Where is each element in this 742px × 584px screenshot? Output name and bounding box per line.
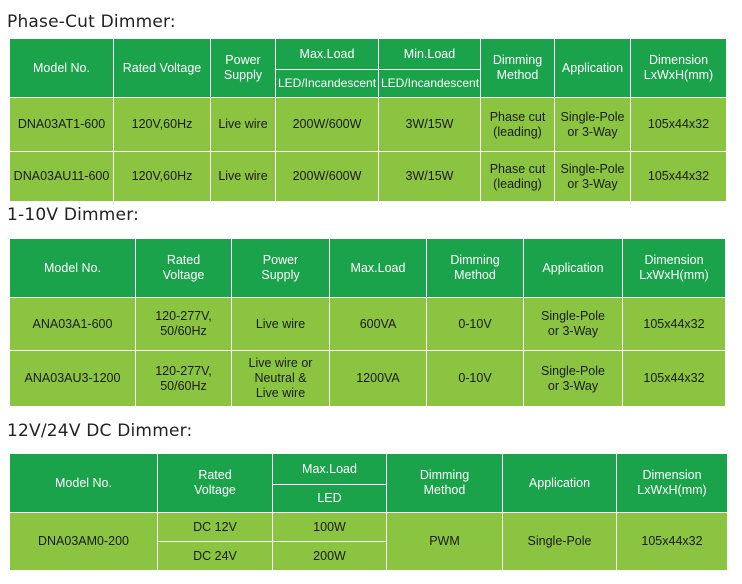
cell-load-12: 100W [272, 512, 387, 542]
header-min-load: Min.Load [378, 38, 481, 70]
header-rated-voltage: Rated Voltage [113, 38, 211, 98]
header-max-load: Max.Load [275, 38, 379, 70]
header-dimming-method: Dimming Method [426, 238, 524, 298]
cell-voltage: 120-277V, 50/60Hz [135, 350, 232, 407]
header-model-no: Model No. [9, 238, 136, 298]
header-application: Application [502, 453, 617, 513]
header-max-load: Max.Load [272, 453, 387, 485]
header-model-no: Model No. [9, 38, 114, 98]
zero-ten-title: 1-10V Dimmer: [7, 205, 140, 225]
cell-model: ANA03A1-600 [9, 297, 136, 351]
cell-model: DNA03AU11-600 [9, 151, 114, 202]
header-max-load-sub: LED/Incandescent [275, 69, 379, 98]
cell-model: ANA03AU3-1200 [9, 350, 136, 407]
cell-dimming: PWM [386, 512, 503, 571]
cell-application: Single-Pole or 3-Way [554, 151, 631, 202]
cell-application: Single-Pole or 3-Way [523, 297, 623, 351]
cell-dimension: 105x44x32 [630, 151, 727, 202]
cell-dimension: 105x44x32 [616, 512, 728, 571]
table-row: DNA03AT1-600 120V,60Hz Live wire 200W/60… [9, 97, 727, 152]
table-row: ANA03A1-600 120-277V, 50/60Hz Live wire … [9, 297, 726, 351]
cell-voltage-24: DC 24V [157, 541, 273, 571]
cell-dimension: 105x44x32 [622, 350, 726, 407]
cell-max-load: 600VA [329, 297, 427, 351]
cell-dimming: Phase cut (leading) [480, 151, 555, 202]
header-dimension: Dimension LxWxH(mm) [630, 38, 727, 98]
dc-table: Model No. Rated Voltage Max.Load Dimming… [9, 453, 728, 571]
zero-ten-table: Model No. Rated Voltage Power Supply Max… [9, 238, 726, 407]
phase-cut-table: Model No. Rated Voltage Power Supply Max… [9, 38, 727, 202]
header-model-no: Model No. [9, 453, 158, 513]
header-dimension: Dimension LxWxH(mm) [622, 238, 726, 298]
cell-power: Live wire [210, 97, 276, 152]
header-power-supply: Power Supply [231, 238, 330, 298]
cell-load-24: 200W [272, 541, 387, 571]
cell-power: Live wire [231, 297, 330, 351]
cell-max-load: 200W/600W [275, 97, 379, 152]
cell-voltage: 120V,60Hz [113, 151, 211, 202]
header-rated-voltage: Rated Voltage [135, 238, 232, 298]
cell-voltage: 120-277V, 50/60Hz [135, 297, 232, 351]
phase-cut-title: Phase-Cut Dimmer: [7, 12, 176, 32]
cell-min-load: 3W/15W [378, 151, 481, 202]
header-max-load-sub: LED [272, 484, 387, 513]
cell-min-load: 3W/15W [378, 97, 481, 152]
header-min-load-sub: LED/Incandescent [378, 69, 481, 98]
cell-voltage: 120V,60Hz [113, 97, 211, 152]
cell-dimension: 105x44x32 [630, 97, 727, 152]
cell-power: Live wire [210, 151, 276, 202]
cell-dimming: 0-10V [426, 350, 524, 407]
header-max-load: Max.Load [329, 238, 427, 298]
cell-max-load: 200W/600W [275, 151, 379, 202]
header-dimension: Dimension LxWxH(mm) [616, 453, 728, 513]
header-power-supply: Power Supply [210, 38, 276, 98]
header-application: Application [554, 38, 631, 98]
cell-application: Single-Pole or 3-Way [523, 350, 623, 407]
cell-dimming: Phase cut (leading) [480, 97, 555, 152]
cell-application: Single-Pole [502, 512, 617, 571]
header-rated-voltage: Rated Voltage [157, 453, 273, 513]
header-application: Application [523, 238, 623, 298]
table-row: DC 24V 200W [10, 541, 728, 571]
cell-dimming: 0-10V [426, 297, 524, 351]
cell-model: DNA03AM0-200 [9, 512, 158, 571]
dc-title: 12V/24V DC Dimmer: [7, 421, 193, 441]
table-row: DNA03AU11-600 120V,60Hz Live wire 200W/6… [9, 151, 727, 202]
cell-power: Live wire or Neutral & Live wire [231, 350, 330, 407]
cell-voltage-12: DC 12V [157, 512, 273, 542]
cell-application: Single-Pole or 3-Way [554, 97, 631, 152]
cell-dimension: 105x44x32 [622, 297, 726, 351]
cell-model: DNA03AT1-600 [9, 97, 114, 152]
cell-max-load: 1200VA [329, 350, 427, 407]
header-dimming-method: Dimming Method [386, 453, 503, 513]
table-row: ANA03AU3-1200 120-277V, 50/60Hz Live wir… [9, 350, 726, 407]
header-dimming-method: Dimming Method [480, 38, 555, 98]
table-row: DNA03AM0-200 DC 12V 100W PWM Single-Pole… [9, 512, 728, 571]
